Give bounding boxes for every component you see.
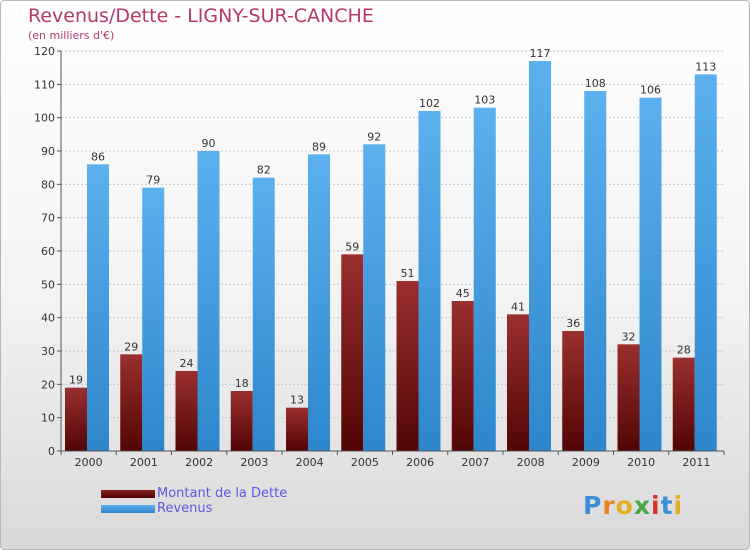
bar-dette <box>672 357 695 451</box>
data-label-dette: 32 <box>622 330 636 343</box>
bar-revenus <box>418 111 441 451</box>
y-tick-label: 70 <box>41 212 55 225</box>
legend-swatch-dette <box>101 490 155 498</box>
bar-revenus <box>197 151 220 451</box>
bar-dette <box>562 331 585 451</box>
bars: 19 86 29 79 24 90 18 82 13 89 59 92 51 102 45 103 41 117 3… <box>65 47 717 452</box>
logo-letter: t <box>660 491 674 520</box>
data-label-revenus: 106 <box>640 84 661 97</box>
legend-label-revenus: Revenus <box>157 501 213 516</box>
proxiti-logo: Proxiti <box>583 491 683 520</box>
logo-letter: o <box>615 491 634 520</box>
logo-letter: P <box>583 491 603 520</box>
data-label-revenus: 90 <box>202 137 216 150</box>
y-tick-label: 30 <box>41 345 55 358</box>
data-label-dette: 36 <box>566 317 580 330</box>
data-label-revenus: 86 <box>91 150 105 163</box>
grid-lines <box>61 50 724 419</box>
legend-swatch-revenus <box>101 505 155 513</box>
x-tick-label: 2007 <box>461 456 489 469</box>
y-tick-label: 90 <box>41 145 55 158</box>
x-tick-label: 2001 <box>130 456 158 469</box>
data-label-dette: 29 <box>124 340 138 353</box>
y-tick-label: 120 <box>34 45 55 58</box>
x-tick-label: 2006 <box>406 456 434 469</box>
y-tick-label: 20 <box>41 378 55 391</box>
data-label-dette: 24 <box>180 357 194 370</box>
data-label-revenus: 117 <box>530 47 551 60</box>
x-tick-label: 2005 <box>351 456 379 469</box>
x-tick-label: 2002 <box>185 456 213 469</box>
data-label-revenus: 108 <box>585 77 606 90</box>
bar-dette <box>396 281 419 451</box>
bar-revenus <box>363 144 386 452</box>
data-label-dette: 59 <box>345 240 359 253</box>
data-label-revenus: 79 <box>146 174 160 187</box>
y-tick-label: 60 <box>41 245 55 258</box>
bar-revenus <box>639 97 662 452</box>
data-label-revenus: 113 <box>695 60 716 73</box>
x-tick-label: 2000 <box>75 456 103 469</box>
axes: 0 10 20 30 40 50 60 70 80 90 100 110 120 2000 2001 2002… <box>34 45 725 469</box>
x-tick-label: 2004 <box>296 456 324 469</box>
data-label-revenus: 82 <box>257 164 271 177</box>
bar-dette <box>286 407 308 451</box>
logo-letter: i <box>651 491 661 520</box>
bar-dette <box>230 391 253 451</box>
bar-dette <box>65 387 87 451</box>
bar-dette <box>617 344 640 451</box>
bar-revenus <box>529 61 551 451</box>
data-label-dette: 45 <box>456 287 470 300</box>
data-label-dette: 51 <box>401 267 415 280</box>
legend-label-dette: Montant de la Dette <box>157 486 288 501</box>
data-label-dette: 28 <box>677 344 691 357</box>
y-tick-label: 100 <box>34 112 55 125</box>
y-tick-label: 110 <box>34 78 55 91</box>
bar-revenus <box>308 154 330 452</box>
bar-dette <box>175 371 198 451</box>
data-label-dette: 19 <box>69 374 83 387</box>
data-label-revenus: 102 <box>419 97 440 110</box>
data-label-dette: 41 <box>511 300 525 313</box>
bar-revenus <box>87 164 109 452</box>
bar-revenus <box>694 74 717 451</box>
x-tick-label: 2003 <box>240 456 268 469</box>
y-tick-label: 10 <box>41 412 55 425</box>
logo-letter: x <box>633 491 651 520</box>
x-tick-label: 2010 <box>627 456 655 469</box>
data-label-dette: 13 <box>290 394 304 407</box>
data-label-revenus: 89 <box>312 140 326 153</box>
y-tick-label: 80 <box>41 178 55 191</box>
chart-title: Revenus/Dette - LIGNY-SUR-CANCHE <box>28 5 374 27</box>
bar-revenus <box>142 187 165 451</box>
data-label-revenus: 103 <box>474 94 495 107</box>
x-tick-label: 2008 <box>517 456 545 469</box>
bar-revenus <box>252 177 275 451</box>
bar-revenus <box>473 107 496 452</box>
logo-letter: r <box>602 491 616 520</box>
logo-letter: i <box>673 491 684 520</box>
bar-dette <box>341 254 364 451</box>
x-tick-label: 2011 <box>682 456 710 469</box>
data-label-dette: 18 <box>235 377 249 390</box>
bar-dette <box>120 354 143 451</box>
bar-dette <box>451 301 474 451</box>
bar-revenus <box>584 91 607 451</box>
y-tick-label: 0 <box>48 445 55 458</box>
data-label-revenus: 92 <box>367 130 381 143</box>
y-tick-label: 50 <box>41 278 55 291</box>
chart-subtitle: (en milliers d'€) <box>28 29 115 42</box>
y-tick-label: 40 <box>41 312 55 325</box>
x-tick-label: 2009 <box>572 456 600 469</box>
bar-dette <box>507 314 529 451</box>
